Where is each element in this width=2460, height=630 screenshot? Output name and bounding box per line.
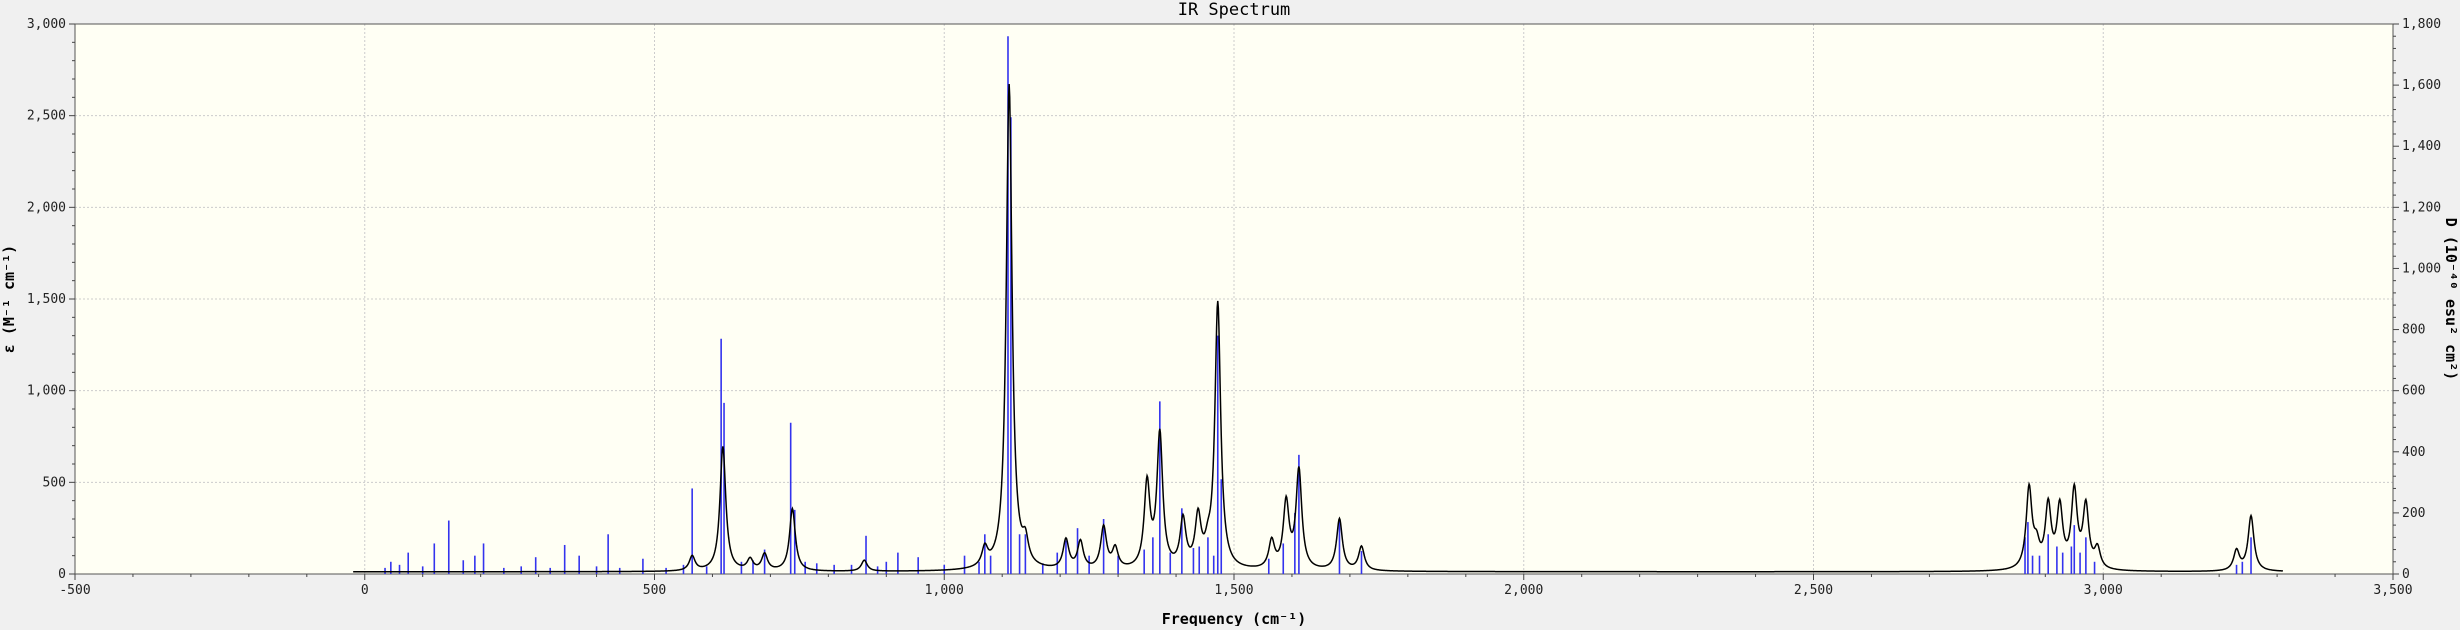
x-tick-label: 3,000 (2084, 583, 2123, 598)
chart-title: IR Spectrum (1178, 0, 1291, 20)
y-left-tick-label: 500 (43, 475, 66, 490)
y-right-tick-label: 200 (2402, 506, 2425, 521)
y-left-tick-label: 0 (58, 567, 66, 582)
x-tick-label: -500 (59, 583, 90, 598)
y-right-tick-label: 1,600 (2402, 78, 2441, 93)
y-right-tick-label: 600 (2402, 384, 2425, 399)
y-right-tick-label: 800 (2402, 323, 2425, 338)
plot-area (75, 24, 2393, 574)
y-axis-label-left: ε (M⁻¹ cm⁻¹) (0, 245, 18, 353)
y-right-tick-label: 1,000 (2402, 261, 2441, 276)
x-tick-label: 500 (643, 583, 666, 598)
spectrum-line (353, 84, 2283, 573)
y-right-tick-label: 0 (2402, 567, 2410, 582)
y-left-tick-label: 2,000 (27, 200, 66, 215)
y-right-tick-label: 400 (2402, 445, 2425, 460)
x-tick-label: 0 (361, 583, 369, 598)
y-left-tick-label: 2,500 (27, 109, 66, 124)
y-right-tick-label: 1,800 (2402, 17, 2441, 32)
x-axis-label: Frequency (cm⁻¹) (1162, 610, 1307, 626)
x-tick-label: 1,500 (1214, 583, 1253, 598)
x-tick-label: 3,500 (2373, 583, 2412, 598)
y-right-tick-label: 1,200 (2402, 200, 2441, 215)
x-tick-label: 1,000 (925, 583, 964, 598)
x-tick-label: 2,000 (1504, 583, 1543, 598)
y-axis-label-right: D (10⁻⁴⁰ esu² cm²) (2442, 218, 2460, 381)
y-left-tick-label: 1,500 (27, 292, 66, 307)
x-tick-label: 2,500 (1794, 583, 1833, 598)
y-left-tick-label: 1,000 (27, 384, 66, 399)
y-right-tick-label: 1,400 (2402, 139, 2441, 154)
y-left-tick-label: 3,000 (27, 17, 66, 32)
